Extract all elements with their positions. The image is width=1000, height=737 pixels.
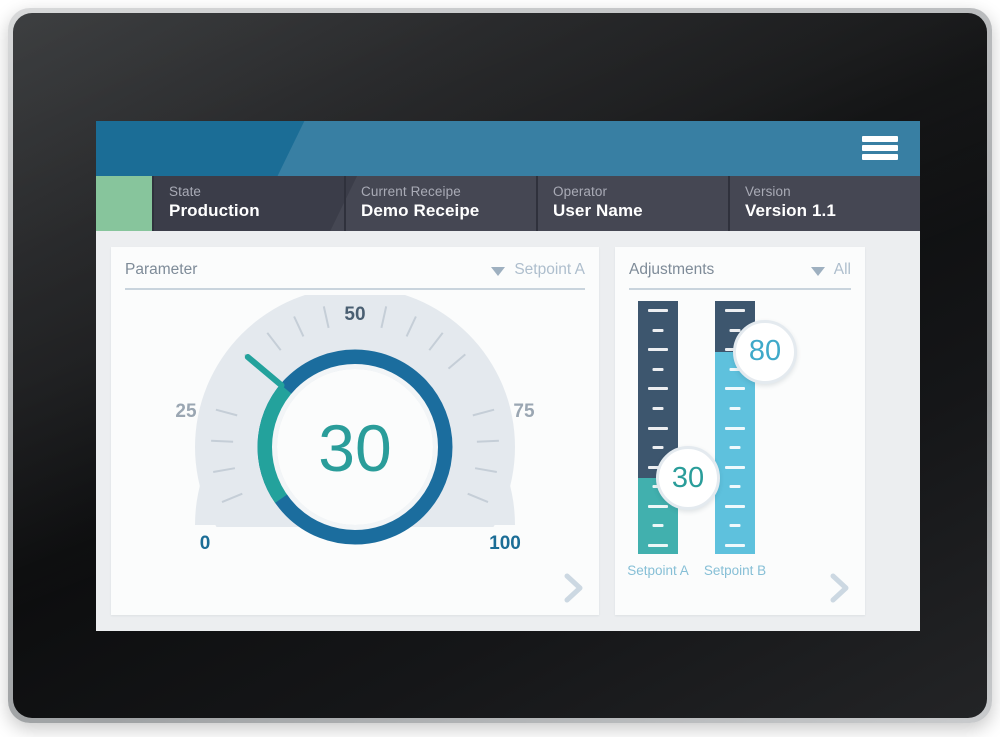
status-cell-operator[interactable]: Operator User Name — [536, 176, 728, 231]
status-label-operator: Operator — [553, 184, 608, 199]
gauge-tick-marks — [211, 306, 499, 504]
gauge-face-rim — [272, 364, 438, 530]
hmi-device-frame: State Production Current Receipe Demo Re… — [8, 8, 992, 723]
state-indicator-block — [96, 176, 152, 231]
slider-setpoint-a[interactable] — [638, 301, 678, 554]
parameter-panel-title: Parameter — [125, 261, 198, 278]
slider-b-fill — [715, 351, 755, 554]
gauge-face — [277, 369, 433, 525]
status-label-recipe: Current Receipe — [361, 184, 461, 199]
parameter-selected-value: Setpoint A — [514, 261, 585, 278]
chevron-right-icon — [564, 573, 583, 603]
status-bar: State Production Current Receipe Demo Re… — [96, 176, 920, 231]
gauge-widget[interactable]: 30 0 25 50 75 100 — [111, 295, 599, 595]
gauge-dial-mask — [155, 527, 555, 585]
gauge-tick-label-50: 50 — [344, 304, 365, 325]
titlebar-sheen — [236, 121, 920, 176]
slider-b-label: Setpoint B — [703, 563, 767, 578]
gauge-needle — [244, 354, 285, 389]
gauge-tick-label-25: 25 — [175, 401, 197, 422]
status-cell-version[interactable]: Version Version 1.1 — [728, 176, 920, 231]
menu-bar-1 — [862, 136, 898, 142]
gauge-tick-label-0: 0 — [200, 533, 211, 554]
status-value-state: Production — [169, 201, 260, 220]
parameter-next-button[interactable] — [561, 571, 587, 605]
chevron-down-icon — [810, 267, 825, 276]
adjustments-panel-title: Adjustments — [629, 261, 715, 278]
parameter-panel-header: Parameter Setpoint A — [125, 260, 585, 290]
adjustments-next-button[interactable] — [827, 571, 853, 605]
content-area: Parameter Setpoint A — [96, 231, 920, 631]
slider-a-handle[interactable]: 30 — [656, 446, 720, 511]
adjustments-selected-value: All — [833, 261, 851, 278]
status-value-version: Version 1.1 — [745, 201, 836, 220]
gauge-value-text: 30 — [318, 411, 391, 485]
hamburger-menu-icon[interactable] — [862, 133, 898, 163]
status-cell-recipe[interactable]: Current Receipe Demo Receipe — [344, 176, 536, 231]
gauge-tick-label-100: 100 — [489, 533, 521, 554]
status-label-version: Version — [745, 184, 791, 199]
status-label-state: State — [169, 184, 202, 199]
menu-bar-2 — [862, 145, 898, 151]
slider-group: 30 80 Setpoint A Setpoint B — [615, 301, 865, 591]
parameter-select[interactable]: Setpoint A — [491, 260, 585, 279]
adjustments-panel: Adjustments All 30 — [615, 247, 865, 615]
parameter-panel: Parameter Setpoint A — [111, 247, 599, 615]
slider-a-label: Setpoint A — [627, 563, 689, 578]
gauge-svg: 30 0 25 50 75 100 — [155, 295, 555, 585]
adjustments-select[interactable]: All — [810, 260, 851, 279]
slider-b-handle[interactable]: 80 — [733, 319, 797, 384]
menu-bar-3 — [862, 154, 898, 160]
status-value-recipe: Demo Receipe — [361, 201, 480, 220]
status-value-operator: User Name — [553, 201, 643, 220]
gauge-ring-progress — [257, 384, 294, 503]
gauge-tick-label-75: 75 — [513, 401, 535, 422]
hmi-screen: State Production Current Receipe Demo Re… — [96, 121, 920, 631]
title-bar — [96, 121, 920, 176]
adjustments-panel-header: Adjustments All — [629, 260, 851, 290]
chevron-down-icon — [491, 267, 506, 276]
chevron-right-icon — [830, 573, 849, 603]
status-cell-state[interactable]: State Production — [152, 176, 344, 231]
